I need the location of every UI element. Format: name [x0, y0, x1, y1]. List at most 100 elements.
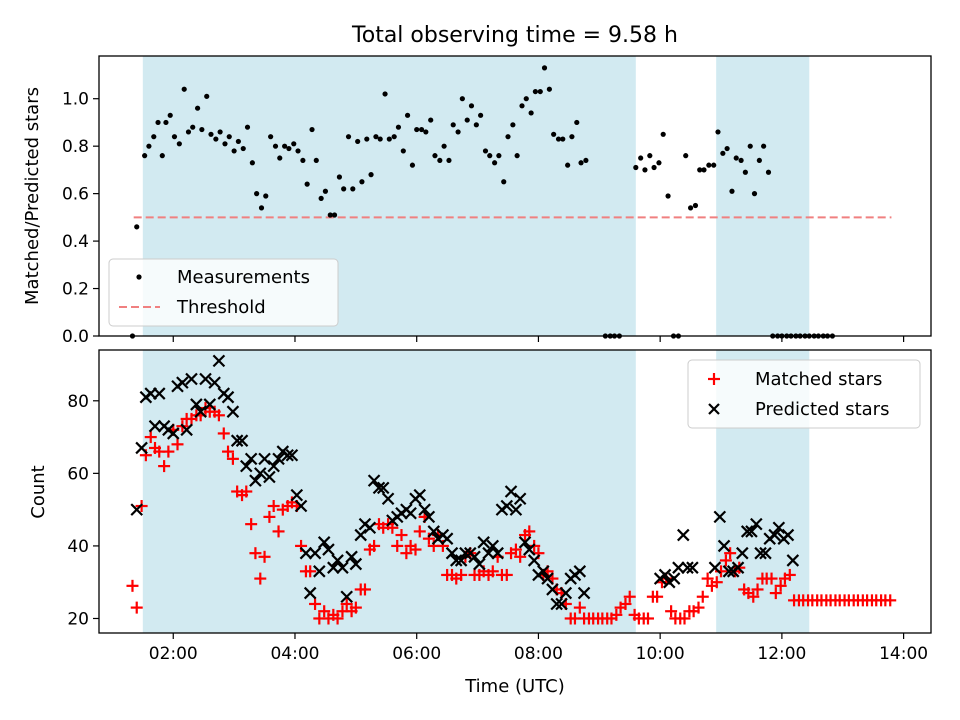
- measurement-point: [638, 155, 644, 161]
- predicted-star-stroke-b: [681, 561, 694, 574]
- predicted-star-stroke-b: [381, 492, 395, 506]
- predicted-star-stroke-b: [240, 459, 253, 473]
- measurement-point: [687, 205, 694, 211]
- measurement-point: [181, 86, 187, 92]
- predicted-star-stroke-b: [550, 597, 563, 611]
- legend-measurements-label: Measurements: [177, 267, 310, 288]
- predicted-star-stroke-b: [372, 481, 386, 495]
- top-ytick-label: 0.2: [62, 280, 89, 300]
- predicted-star-stroke-b: [221, 390, 235, 404]
- predicted-star-point: [263, 470, 276, 484]
- predicted-star-point: [267, 459, 280, 473]
- measurement-point: [345, 134, 352, 140]
- matched-star-point: [254, 572, 267, 585]
- measurement-point: [142, 153, 148, 159]
- matched-star-point: [212, 409, 225, 422]
- predicted-star-stroke-b: [422, 510, 436, 524]
- predicted-star-point: [546, 583, 559, 596]
- predicted-star-stroke-b: [258, 452, 271, 466]
- predicted-star-point: [786, 554, 800, 567]
- predicted-star-stroke-b: [135, 441, 148, 455]
- measurement-point: [268, 134, 274, 140]
- predicted-star-point: [708, 561, 722, 574]
- bottom-legend-box: [687, 359, 921, 429]
- measurement-point: [459, 96, 465, 102]
- matched-star-point: [258, 550, 271, 563]
- matched-star-point: [349, 601, 362, 614]
- measurement-point: [432, 153, 438, 159]
- predicted-star-point: [677, 528, 690, 542]
- predicted-star-stroke-b: [708, 561, 722, 574]
- measurement-point: [155, 119, 161, 126]
- predicted-star-stroke-b: [203, 398, 217, 411]
- matched-star-point: [783, 568, 796, 581]
- measurement-point: [574, 119, 580, 126]
- predicted-star-point: [667, 572, 681, 585]
- measurement-point: [300, 157, 306, 164]
- measurement-point: [322, 188, 329, 194]
- matched-star-point: [309, 597, 322, 610]
- predicted-star-stroke-b: [786, 554, 800, 567]
- chart-title: Total observing time = 9.58 h: [351, 23, 678, 48]
- predicted-star-point: [367, 474, 381, 487]
- matched-star-point: [368, 539, 381, 552]
- measurement-point: [146, 143, 152, 149]
- bottom-ytick-label: 40: [67, 537, 89, 557]
- matched-star-point: [724, 547, 737, 560]
- measurement-point: [738, 157, 744, 164]
- predicted-star-stroke-b: [459, 546, 472, 560]
- top-legend-box: [108, 258, 339, 327]
- predicted-star-point: [722, 565, 736, 578]
- measurement-point: [309, 126, 315, 133]
- top-axes-frame: [98, 55, 932, 337]
- legend-matched-label: Matched stars: [755, 369, 882, 390]
- measurement-point: [291, 141, 297, 147]
- predicted-star-point: [491, 546, 504, 560]
- measurement-point: [765, 169, 772, 175]
- measurement-point: [134, 224, 140, 230]
- predicted-star-point: [194, 405, 207, 418]
- predicted-star-stroke-b: [677, 528, 690, 542]
- matched-star-point: [267, 500, 280, 513]
- matched-star-point: [774, 579, 787, 592]
- measurement-point: [222, 141, 228, 147]
- measurement-point: [565, 162, 571, 168]
- predicted-star-stroke-b: [772, 521, 786, 535]
- matched-star-point: [226, 452, 239, 465]
- predicted-star-stroke-b: [176, 376, 189, 389]
- predicted-star-stroke-b: [482, 546, 495, 560]
- predicted-star-stroke-b: [667, 572, 681, 585]
- predicted-star-stroke-b: [537, 565, 550, 578]
- legend-threshold-label: Threshold: [176, 297, 266, 318]
- predicted-star-stroke-b: [504, 485, 518, 498]
- measurement-point: [660, 131, 666, 137]
- measurement-point: [446, 157, 452, 164]
- predicted-star-point: [658, 568, 672, 582]
- matched-star-point: [884, 594, 897, 607]
- predicted-star-point: [285, 448, 299, 462]
- bottom-axes-frame: [98, 349, 932, 634]
- predicted-star-stroke-b: [555, 597, 568, 611]
- measurement-point: [482, 148, 489, 154]
- predicted-star-point: [537, 565, 550, 578]
- predicted-star-stroke-b: [272, 452, 285, 466]
- measurement-point: [651, 164, 657, 171]
- predicted-star-stroke-b: [745, 525, 758, 538]
- predicted-star-point: [759, 546, 772, 560]
- measurement-point: [729, 188, 735, 194]
- measurement-point: [263, 193, 269, 199]
- matched-star-point: [610, 608, 623, 621]
- predicted-star-stroke-b: [713, 510, 727, 524]
- measurement-point: [496, 153, 502, 159]
- legend-measurements-marker: [136, 274, 142, 280]
- predicted-star-point: [294, 499, 308, 513]
- predicted-star-point: [349, 557, 363, 571]
- measurement-point: [341, 186, 347, 192]
- predicted-star-point: [672, 561, 685, 574]
- predicted-star-point: [750, 517, 763, 531]
- predicted-star-point: [555, 597, 568, 611]
- predicted-star-stroke-b: [722, 565, 736, 578]
- measurement-point: [501, 179, 507, 185]
- predicted-star-point: [381, 492, 395, 506]
- top-ytick-label: 0.6: [62, 185, 89, 205]
